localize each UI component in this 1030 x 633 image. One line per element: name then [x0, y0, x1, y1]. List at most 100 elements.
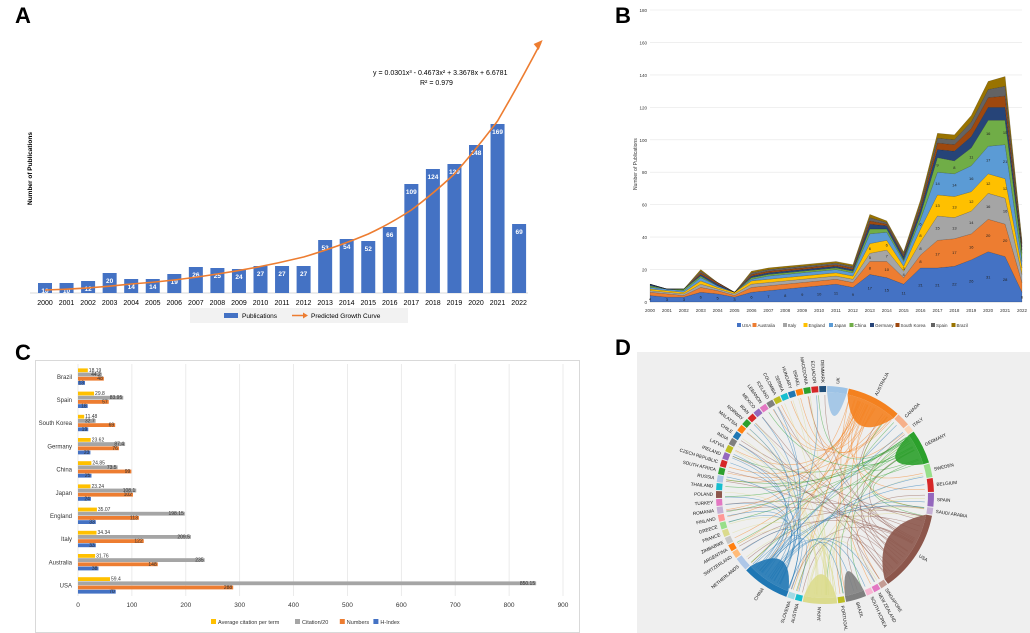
- b-ytick-60: 60: [642, 203, 648, 208]
- d-ribbon-germany: [895, 435, 924, 465]
- d-arc-iran: [747, 413, 757, 423]
- c-bar-usa-h-index: [78, 589, 116, 594]
- d-label-italy: ITALY: [912, 416, 925, 427]
- d-arc-zimbabwe: [724, 535, 734, 545]
- d-label-hungary: HUNGARY: [781, 366, 793, 389]
- b-xtick-2018: 2018: [949, 308, 960, 313]
- a-tick-2004: 2004: [123, 300, 139, 307]
- b-xtick-2021: 2021: [1000, 308, 1011, 313]
- d-arc-india: [728, 437, 738, 447]
- a-bar-2002: [81, 281, 96, 293]
- b-xtick-2006: 2006: [746, 308, 757, 313]
- d-arc-new-zealand: [871, 583, 881, 593]
- b-xtick-2004: 2004: [713, 308, 724, 313]
- b-area-label-australia-2017: 17: [935, 252, 940, 257]
- b-area-label-england-2014: 6: [886, 243, 889, 248]
- c-bar-label-china-numbers: 99: [125, 469, 131, 475]
- a-tick-2019: 2019: [447, 300, 463, 307]
- a-bar-2015: [361, 241, 376, 293]
- c-bar-japan-h-index: [78, 497, 91, 501]
- d-chord-australia-argentina: [737, 416, 888, 545]
- c-bar-label-england-average-citation-per-term: 35.07: [98, 507, 111, 513]
- a-bar-2003: [102, 273, 117, 293]
- a-bar-2009: [231, 269, 246, 293]
- d-label-portugal: PORTUGAL: [840, 605, 849, 631]
- d-label-sweden: SWEDEN: [933, 462, 954, 471]
- a-legend-publications: Publications: [242, 313, 278, 320]
- a-tick-2015: 2015: [360, 300, 376, 307]
- d-arc-ireland: [722, 452, 731, 461]
- a-tick-2018: 2018: [425, 300, 441, 307]
- a-bar-2012: [296, 266, 311, 293]
- a-tick-2010: 2010: [253, 300, 269, 307]
- a-bar-label-2007: 26: [192, 272, 200, 279]
- d-arc-south-africa: [718, 467, 726, 476]
- b-ytick-80: 80: [642, 170, 648, 175]
- c-bar-label-south-korea-numbers: 69: [109, 423, 115, 429]
- d-label-iran: IRAN: [739, 404, 750, 415]
- d-arc-finland: [717, 513, 726, 522]
- c-legend-swatch-average-citation-per-term: [211, 619, 216, 624]
- a-r-squared: R² = 0.979: [420, 80, 453, 87]
- b-legend-label-usa: USA: [742, 323, 751, 328]
- b-legend-label-south-korea: South Korea: [901, 323, 927, 328]
- d-label-france: FRANCE: [702, 532, 721, 543]
- b-area-label-england-2018: 13: [952, 205, 957, 210]
- a-bar-label-2016: 66: [386, 232, 394, 239]
- d-arc-hungary: [787, 390, 797, 399]
- c-bar-brazil-h-index: [78, 381, 86, 385]
- d-label-ecuador: ECUADOR: [810, 360, 817, 384]
- d-chord-germany-ecuador: [818, 395, 908, 460]
- c-bar-south-korea-numbers: [78, 423, 116, 427]
- b-legend-label-england: England: [809, 323, 826, 328]
- d-chord-germany-lebanon: [768, 412, 915, 467]
- a-bar-2010: [253, 266, 268, 293]
- a-bar-label-2018: 124: [427, 174, 438, 181]
- d-chord-usa-india: [739, 443, 887, 575]
- b-area-label-england-2013: 6: [869, 246, 872, 251]
- c-bar-germany-numbers: [78, 446, 119, 451]
- b-xtick-2001: 2001: [662, 308, 673, 313]
- b-area-germany: [649, 107, 1023, 293]
- d-arc-belgium: [926, 478, 934, 493]
- c-bar-label-china-average-citation-per-term: 24.85: [92, 461, 105, 467]
- d-arc-switzerland: [732, 549, 741, 558]
- d-arc-chile: [732, 431, 742, 441]
- b-area-label-england-2015: 3: [903, 266, 906, 271]
- b-area-label-usa-2010: 10: [817, 291, 822, 296]
- d-chord-china-switzerland: [741, 528, 795, 584]
- b-area-label-england-2020: 12: [986, 181, 991, 186]
- d-label-russia: RUSSIA: [697, 473, 716, 481]
- d-chord-china-iceland: [773, 408, 802, 585]
- b-area-label-england-2021: 12: [1003, 186, 1008, 191]
- c-legend-label-h-index: H-Index: [380, 620, 400, 626]
- b-xtick-2005: 2005: [730, 308, 741, 313]
- a-tick-2003: 2003: [102, 300, 118, 307]
- a-tick-2001: 2001: [59, 300, 75, 307]
- d-chord-australia-iceland: [772, 402, 863, 451]
- a-bar-2014: [339, 239, 354, 293]
- c-bar-usa-average-citation-per-term: [78, 577, 111, 581]
- c-bar-label-england-citation-20: 198.15: [168, 511, 184, 517]
- b-area-label-usa-2003: 6: [700, 295, 703, 300]
- d-chord-china-latvia: [733, 453, 787, 570]
- d-chord-japan-saudi-arabia: [807, 506, 925, 594]
- c-bar-germany-h-index: [78, 450, 91, 455]
- d-chord-australia-new-zealand: [840, 397, 871, 585]
- a-tick-2014: 2014: [339, 300, 355, 307]
- b-area-label-australia-2014: 10: [885, 267, 890, 272]
- a-legend-trend-arrow: [303, 312, 308, 319]
- c-category-italy: Italy: [61, 537, 72, 543]
- a-bar-label-2008: 25: [214, 273, 222, 280]
- d-label-finland: FINLAND: [696, 516, 717, 525]
- c-bar-spain-h-index: [78, 404, 88, 408]
- b-xtick-2016: 2016: [916, 308, 927, 313]
- d-arc-serbia: [780, 392, 789, 402]
- b-area-label-china-2018: 8: [953, 165, 956, 170]
- a-bar-2008: [210, 268, 225, 293]
- d-chord-china-ecuador: [756, 395, 818, 568]
- d-arc-canada: [894, 414, 909, 429]
- b-area-label-italy-2020: 16: [986, 204, 991, 209]
- c-bar-label-germany-numbers: 76: [112, 446, 118, 452]
- c-bar-label-italy-citation-20: 209.5: [177, 534, 190, 540]
